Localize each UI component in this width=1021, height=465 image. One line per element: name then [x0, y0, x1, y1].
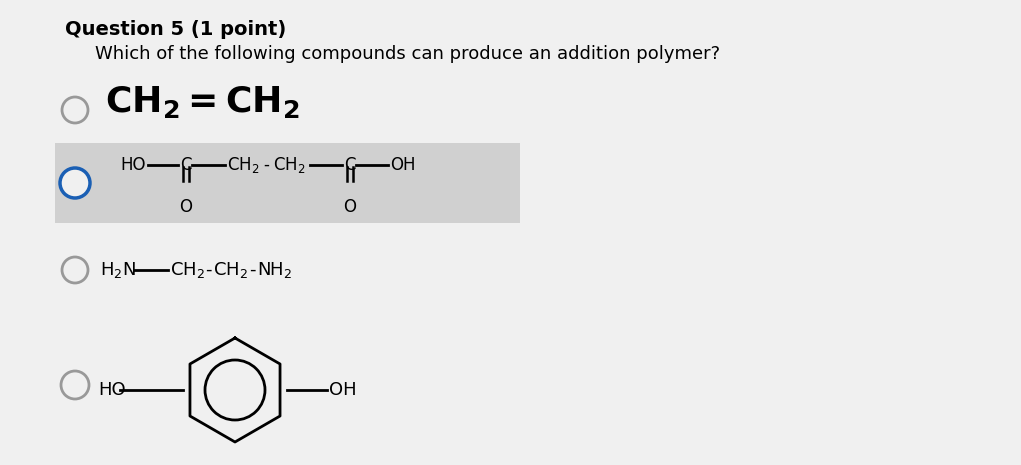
- Text: OH: OH: [329, 381, 356, 399]
- Circle shape: [61, 371, 89, 399]
- Text: Question 5 (1 point): Question 5 (1 point): [65, 20, 286, 39]
- Text: HO: HO: [98, 381, 126, 399]
- Text: -: -: [249, 261, 255, 279]
- Text: H$_2$N: H$_2$N: [100, 260, 136, 280]
- Bar: [55, 143, 520, 223]
- Circle shape: [62, 257, 88, 283]
- Text: -: -: [263, 156, 269, 174]
- Text: C: C: [180, 156, 192, 174]
- Text: Which of the following compounds can produce an addition polymer?: Which of the following compounds can pro…: [95, 45, 720, 63]
- Text: O: O: [180, 198, 193, 216]
- Circle shape: [60, 168, 90, 198]
- Text: CH$_2$: CH$_2$: [171, 260, 205, 280]
- Circle shape: [62, 97, 88, 123]
- Text: -: -: [205, 261, 211, 279]
- Text: OH: OH: [390, 156, 416, 174]
- Text: CH$_2$: CH$_2$: [227, 155, 259, 175]
- Text: NH$_2$: NH$_2$: [257, 260, 292, 280]
- Text: O: O: [343, 198, 356, 216]
- Text: C: C: [344, 156, 355, 174]
- Text: CH$_2$: CH$_2$: [273, 155, 305, 175]
- Text: CH$_2$: CH$_2$: [213, 260, 248, 280]
- Text: HO: HO: [120, 156, 146, 174]
- Text: $\mathbf{CH_2 = CH_2}$: $\mathbf{CH_2 = CH_2}$: [105, 84, 299, 120]
